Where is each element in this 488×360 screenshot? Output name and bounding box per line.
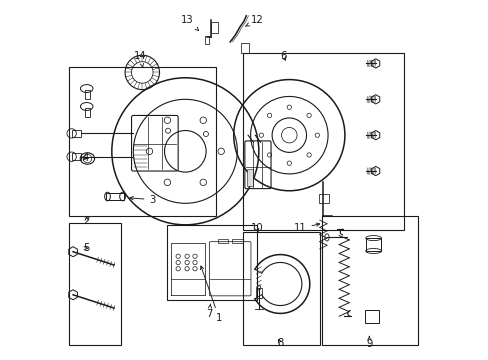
Text: 14: 14 xyxy=(134,51,146,67)
Bar xyxy=(69,67,215,216)
Text: 3: 3 xyxy=(130,195,155,205)
Bar xyxy=(242,232,319,345)
Bar xyxy=(241,42,248,53)
Bar xyxy=(85,108,90,117)
Bar xyxy=(72,130,81,137)
Text: 7: 7 xyxy=(206,304,212,319)
Text: 13: 13 xyxy=(181,15,198,31)
Bar xyxy=(246,168,253,186)
Bar xyxy=(231,239,242,243)
Text: 5: 5 xyxy=(82,243,89,253)
Bar xyxy=(85,90,90,99)
Text: 2: 2 xyxy=(83,216,90,226)
Bar xyxy=(242,53,403,230)
Bar xyxy=(204,36,209,44)
Bar xyxy=(167,225,257,300)
Bar xyxy=(365,238,381,251)
Bar xyxy=(319,194,328,203)
Bar xyxy=(255,288,261,298)
Text: 8: 8 xyxy=(277,338,283,348)
Text: 6: 6 xyxy=(280,51,286,61)
Text: 4: 4 xyxy=(82,153,89,163)
Bar xyxy=(211,22,218,33)
Text: 1: 1 xyxy=(200,266,222,323)
Text: 9: 9 xyxy=(366,336,372,349)
Bar xyxy=(321,216,418,345)
Bar xyxy=(106,193,123,200)
Text: 12: 12 xyxy=(245,15,263,26)
Bar xyxy=(69,223,121,345)
Bar xyxy=(72,153,81,160)
Bar xyxy=(364,310,379,323)
Text: 10: 10 xyxy=(250,224,263,233)
Text: 11: 11 xyxy=(293,223,319,233)
Bar xyxy=(217,239,228,243)
